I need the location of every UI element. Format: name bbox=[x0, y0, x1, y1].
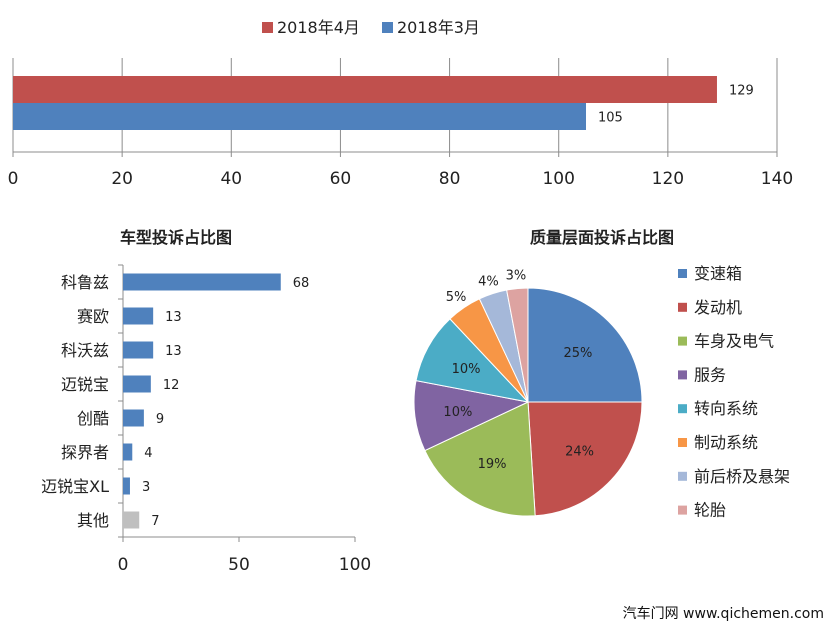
legend-label-1: 2018年3月 bbox=[397, 18, 480, 37]
category-label-7: 其他 bbox=[77, 511, 109, 530]
bar-value-label-4: 9 bbox=[156, 412, 164, 427]
category-label-1: 赛欧 bbox=[77, 307, 109, 326]
bar-5 bbox=[123, 443, 133, 461]
slice-value-label-5: 5% bbox=[446, 290, 467, 305]
pie-slice-4 bbox=[415, 318, 530, 403]
x-tick-label-2: 40 bbox=[220, 169, 242, 189]
legend-label-0: 2018年4月 bbox=[277, 18, 360, 37]
legend-label-5: 制动系统 bbox=[694, 433, 758, 452]
x-tick-label-4: 80 bbox=[439, 169, 461, 189]
legend-swatch-7 bbox=[678, 505, 687, 515]
chart-title: 车型投诉占比图 bbox=[120, 228, 232, 247]
x-tick-label-1: 20 bbox=[111, 169, 133, 189]
bar-value-label-7: 7 bbox=[151, 514, 159, 529]
legend-swatch-0 bbox=[262, 22, 273, 33]
slice-value-label-1: 24% bbox=[565, 444, 594, 459]
slice-value-label-0: 25% bbox=[564, 346, 593, 361]
x-tick-label-3: 60 bbox=[330, 169, 352, 189]
x-tick-label-0: 0 bbox=[8, 169, 19, 189]
slice-value-label-3: 10% bbox=[443, 405, 472, 420]
bar-0 bbox=[13, 76, 717, 103]
category-label-5: 探界者 bbox=[61, 443, 109, 462]
slice-value-label-7: 3% bbox=[506, 269, 527, 284]
legend-label-1: 发动机 bbox=[694, 298, 742, 317]
x-tick-label-6: 120 bbox=[652, 169, 684, 189]
category-label-2: 科沃兹 bbox=[61, 341, 109, 360]
bar-1 bbox=[13, 103, 586, 130]
quality-complaint-share-pie-chart: 质量层面投诉占比图 25% 24% 19% 10% 10% 5% 4% 3% 变速箱发动机车身及电… bbox=[413, 228, 790, 520]
bar-6 bbox=[123, 477, 130, 495]
bar-7 bbox=[123, 511, 140, 529]
bar-value-label-0: 129 bbox=[729, 84, 754, 99]
legend-label-6: 前后桥及悬架 bbox=[694, 467, 790, 486]
legend-label-7: 轮胎 bbox=[694, 501, 726, 520]
total-complaints-bar-chart: 2018年4月 2018年3月 0 20 40 60 80 100 120 140 129 105 bbox=[8, 18, 794, 189]
category-label-4: 创酷 bbox=[77, 409, 109, 428]
category-label-6: 迈锐宝XL bbox=[41, 477, 109, 496]
bar-value-label-1: 13 bbox=[165, 310, 182, 325]
bar-value-label-1: 105 bbox=[598, 111, 623, 126]
legend-label-2: 车身及电气 bbox=[694, 332, 774, 351]
bar-value-label-5: 4 bbox=[144, 446, 152, 461]
x-tick-label-7: 140 bbox=[761, 169, 793, 189]
pie-slice-7 bbox=[506, 287, 529, 403]
bar-0 bbox=[123, 273, 281, 291]
pie-slice-2 bbox=[424, 401, 536, 517]
bar-value-label-0: 68 bbox=[293, 276, 310, 291]
x-tick-label-1: 50 bbox=[228, 555, 250, 575]
legend-label-4: 转向系统 bbox=[694, 399, 758, 418]
x-tick-label-0: 0 bbox=[118, 555, 129, 575]
bar-3 bbox=[123, 375, 151, 393]
legend-swatch-1 bbox=[678, 302, 687, 312]
chart-title: 质量层面投诉占比图 bbox=[530, 228, 674, 247]
model-complaint-share-chart: 车型投诉占比图 0 50 100 科鲁兹 68 赛欧 13 科沃兹 13 迈锐宝 12 创酷 9 探界者 4 迈… bbox=[41, 228, 371, 575]
bar-4 bbox=[123, 409, 144, 427]
pie-slice-3 bbox=[413, 380, 530, 452]
legend-swatch-0 bbox=[678, 269, 687, 278]
legend-swatch-3 bbox=[678, 370, 687, 380]
slice-value-label-6: 4% bbox=[478, 274, 499, 289]
site-watermark: 汽车门网 www.qichemen.com bbox=[622, 606, 824, 622]
x-tick-label-2: 100 bbox=[339, 555, 371, 575]
legend-swatch-5 bbox=[678, 438, 687, 447]
legend-swatch-1 bbox=[382, 22, 393, 33]
bar-1 bbox=[123, 307, 154, 325]
bar-2 bbox=[123, 341, 154, 359]
pie-slice-0 bbox=[527, 287, 643, 403]
legend-swatch-2 bbox=[678, 336, 687, 346]
category-label-3: 迈锐宝 bbox=[61, 375, 109, 394]
slice-value-label-4: 10% bbox=[452, 362, 481, 377]
category-label-0: 科鲁兹 bbox=[61, 273, 109, 292]
pie-slice-1 bbox=[527, 401, 643, 517]
legend-swatch-4 bbox=[678, 404, 687, 414]
legend-label-0: 变速箱 bbox=[694, 264, 742, 283]
legend-swatch-6 bbox=[678, 471, 687, 481]
slice-value-label-2: 19% bbox=[478, 457, 507, 472]
bar-value-label-2: 13 bbox=[165, 344, 182, 359]
x-tick-label-5: 100 bbox=[542, 169, 574, 189]
bar-value-label-3: 12 bbox=[163, 378, 180, 393]
legend-label-3: 服务 bbox=[694, 365, 726, 384]
bar-value-label-6: 3 bbox=[142, 480, 150, 495]
